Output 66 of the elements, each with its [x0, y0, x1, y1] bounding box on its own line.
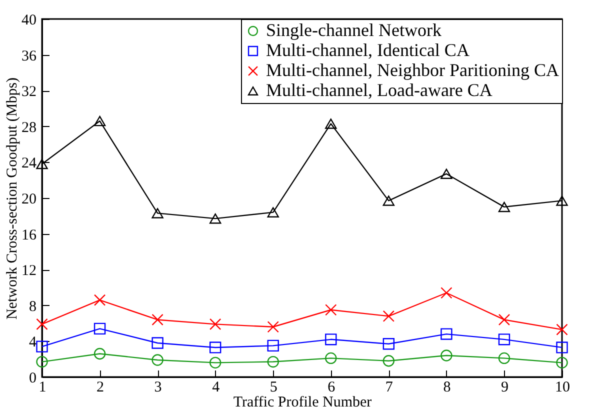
point: [382, 355, 395, 367]
point: [36, 318, 48, 330]
y-tick-label: 16: [22, 227, 37, 244]
y-tick-label: 40: [22, 12, 36, 28]
x-tick-label: 8: [443, 380, 451, 396]
point: [325, 118, 337, 129]
point: [440, 287, 452, 299]
point: [152, 337, 164, 349]
x-tick-label: 9: [500, 380, 508, 396]
y-tick-label: 24: [22, 156, 37, 172]
point: [152, 354, 164, 366]
point: [325, 352, 337, 364]
x-tick-label: 6: [328, 380, 336, 396]
point: [325, 304, 337, 316]
point: [498, 202, 510, 212]
x-tick-label: 3: [154, 380, 162, 396]
point: [556, 342, 568, 354]
point: [440, 328, 452, 340]
y-tick-label: 20: [22, 192, 36, 208]
x-tick-label: 1: [38, 380, 46, 396]
point: [382, 196, 395, 206]
point: [152, 314, 164, 326]
point: [325, 334, 337, 346]
legend-label: Multi-channel, Neighbor Paritioning CA: [266, 60, 559, 80]
point: [267, 207, 279, 218]
point: [267, 321, 279, 333]
point: [94, 294, 106, 306]
legend-label: Multi-channel, Load-aware CA: [266, 80, 492, 100]
point: [152, 208, 164, 218]
point: [498, 314, 510, 326]
point: [209, 213, 222, 224]
point: [267, 356, 279, 368]
point: [556, 324, 568, 336]
point: [36, 356, 48, 368]
point: [498, 352, 510, 364]
legend-label: Single-channel Network: [266, 20, 442, 40]
legend-label: Multi-channel, Identical CA: [266, 40, 470, 60]
point: [209, 356, 222, 369]
x-axis-title: Traffic Profile Number: [233, 394, 372, 410]
x-tick-label: 5: [270, 380, 278, 396]
point: [498, 334, 510, 346]
x-tick-label: 4: [212, 380, 220, 396]
point: [382, 338, 395, 350]
y-tick-label: 28: [22, 120, 36, 136]
point: [94, 116, 106, 126]
x-tick-label: 10: [555, 380, 570, 396]
x-tick-label: 2: [96, 380, 104, 396]
x-tick-label: 7: [385, 380, 394, 396]
point: [556, 196, 568, 206]
y-tick-label: 0: [29, 370, 36, 386]
y-tick-label: 4: [29, 334, 37, 351]
point: [36, 340, 48, 352]
point: [94, 348, 106, 360]
point: [440, 350, 452, 362]
point: [382, 310, 395, 322]
point: [267, 340, 279, 352]
y-tick-label: 36: [22, 48, 37, 64]
point: [440, 168, 452, 179]
y-tick-label: 12: [22, 263, 36, 280]
point: [556, 356, 568, 369]
y-tick-label: 8: [29, 298, 36, 315]
point: [209, 342, 222, 354]
y-tick-label: 32: [22, 84, 36, 100]
point: [94, 322, 106, 335]
point: [209, 318, 222, 330]
y-axis-title: Network Cross-section Goodput (Mbps): [4, 77, 20, 320]
